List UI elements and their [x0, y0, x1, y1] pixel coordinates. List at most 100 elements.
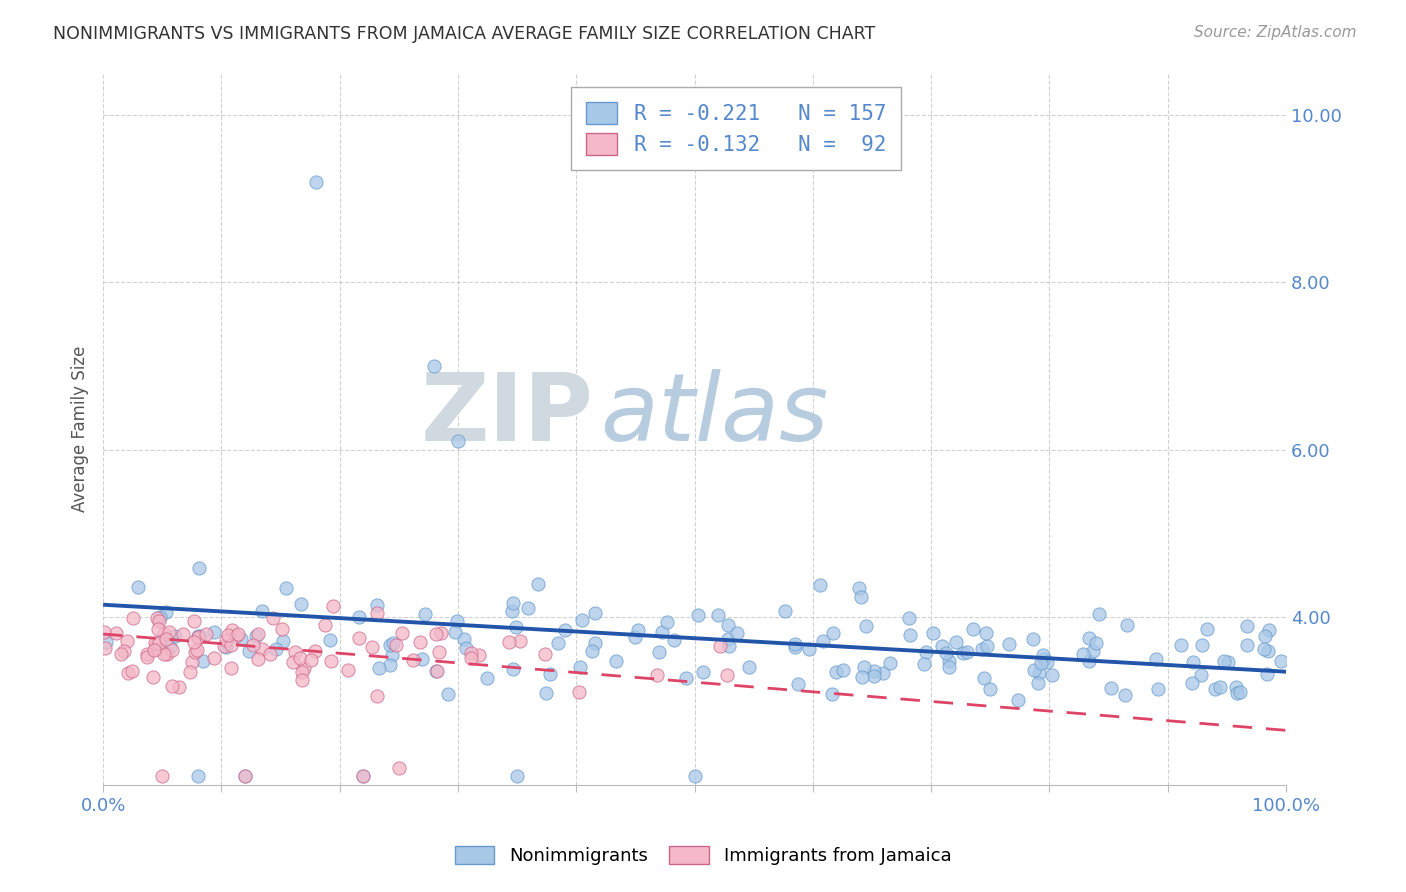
Point [931, 639, 953, 653]
Point [810, 578, 832, 592]
Point [1213, 654, 1236, 668]
Point [509, 634, 531, 648]
Point [378, 657, 401, 672]
Point [366, 606, 388, 620]
Point [145, 610, 167, 624]
Point [221, 623, 243, 637]
Point [1033, 651, 1056, 665]
Point [388, 761, 411, 775]
Point [155, 632, 177, 647]
Point [717, 632, 740, 647]
Point [675, 671, 697, 685]
Point [872, 665, 894, 680]
Point [186, 643, 208, 657]
Point [568, 660, 591, 674]
Point [202, 625, 225, 640]
Point [502, 663, 524, 677]
Text: atlas: atlas [600, 369, 828, 460]
Point [347, 610, 370, 624]
Point [505, 619, 527, 633]
Point [299, 653, 322, 667]
Point [110, 647, 132, 661]
Point [855, 619, 877, 633]
Point [425, 627, 447, 641]
Point [651, 625, 673, 640]
Point [851, 670, 873, 684]
Point [217, 628, 239, 642]
Point [361, 640, 384, 655]
Point [155, 605, 177, 619]
Point [172, 626, 194, 640]
Point [187, 631, 209, 645]
Point [135, 647, 157, 661]
Point [945, 634, 967, 648]
Point [1256, 666, 1278, 681]
Point [159, 640, 181, 654]
Point [183, 635, 205, 649]
Point [1270, 655, 1292, 669]
Point [571, 613, 593, 627]
Point [352, 769, 374, 783]
Point [380, 638, 402, 652]
Point [1078, 654, 1101, 668]
Point [655, 615, 678, 629]
Point [501, 604, 523, 618]
Point [502, 596, 524, 610]
Point [183, 614, 205, 628]
Point [1028, 676, 1050, 690]
Point [142, 642, 165, 657]
Point [262, 611, 284, 625]
Point [425, 664, 447, 678]
Point [426, 664, 449, 678]
Point [391, 626, 413, 640]
Point [1114, 688, 1136, 702]
Point [444, 625, 467, 640]
Point [187, 631, 209, 645]
Point [1021, 632, 1043, 646]
Point [382, 636, 405, 650]
Point [238, 644, 260, 658]
Point [475, 671, 498, 685]
Point [167, 681, 190, 695]
Point [716, 667, 738, 681]
Point [191, 654, 214, 668]
Point [368, 661, 391, 675]
Point [1099, 681, 1122, 695]
Point [283, 655, 305, 669]
Point [709, 639, 731, 653]
Point [384, 638, 406, 652]
Point [319, 654, 342, 668]
Point [271, 634, 294, 648]
Point [145, 642, 167, 657]
Point [1189, 668, 1212, 682]
Point [1071, 647, 1094, 661]
Point [290, 673, 312, 687]
Point [568, 685, 591, 699]
Point [1083, 643, 1105, 657]
Point [413, 607, 436, 622]
Point [998, 637, 1021, 651]
Text: NONIMMIGRANTS VS IMMIGRANTS FROM JAMAICA AVERAGE FAMILY SIZE CORRELATION CHART: NONIMMIGRANTS VS IMMIGRANTS FROM JAMAICA… [53, 25, 876, 43]
Point [1226, 686, 1249, 700]
Point [162, 642, 184, 657]
Point [149, 610, 172, 624]
Point [849, 590, 872, 604]
Point [271, 622, 294, 636]
Point [142, 670, 165, 684]
Point [797, 642, 820, 657]
Point [181, 655, 204, 669]
Point [219, 638, 242, 652]
Point [430, 626, 453, 640]
Point [221, 661, 243, 675]
Point [648, 645, 671, 659]
Point [583, 636, 606, 650]
Point [879, 656, 901, 670]
Point [533, 647, 555, 661]
Point [264, 642, 287, 657]
Legend: Nonimmigrants, Immigrants from Jamaica: Nonimmigrants, Immigrants from Jamaica [447, 838, 959, 872]
Point [979, 681, 1001, 696]
Point [188, 629, 211, 643]
Point [156, 648, 179, 662]
Point [554, 623, 576, 637]
Point [498, 635, 520, 649]
